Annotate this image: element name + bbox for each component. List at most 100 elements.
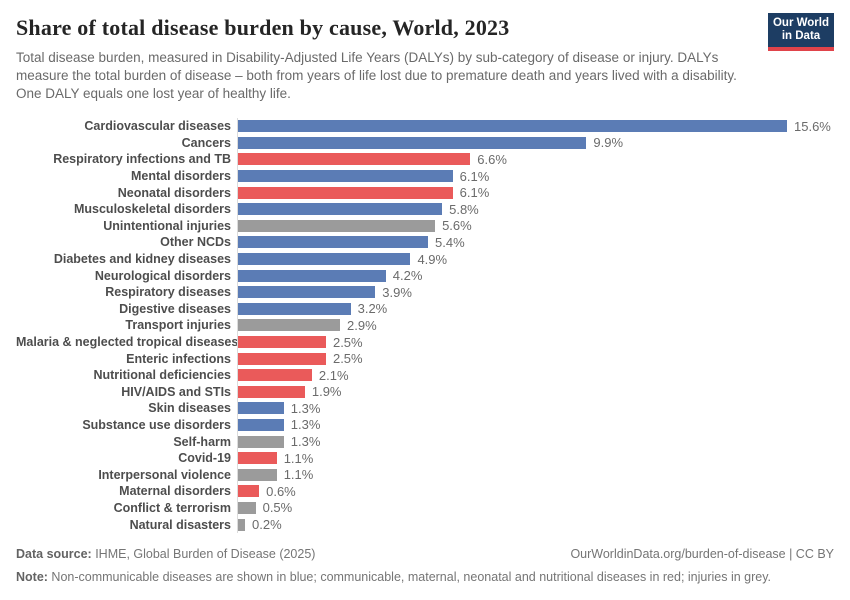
- value-label: 2.1%: [318, 367, 349, 383]
- category-label: Self-harm: [173, 434, 231, 449]
- bar-area: 0.5%: [237, 499, 834, 517]
- bar-area: 9.9%: [237, 134, 834, 152]
- value-label: 6.1%: [459, 185, 490, 201]
- bar[interactable]: [238, 286, 376, 299]
- bar-area: 2.5%: [237, 350, 834, 367]
- note-text: Non-communicable diseases are shown in b…: [47, 569, 772, 584]
- value-label: 5.6%: [442, 218, 472, 234]
- category-label: Respiratory infections and TB: [53, 152, 231, 167]
- bar[interactable]: [238, 435, 284, 448]
- bar-area: 3.2%: [237, 300, 834, 318]
- bar[interactable]: [238, 302, 351, 315]
- value-label: 15.6%: [794, 118, 831, 134]
- category-label: Respiratory diseases: [105, 285, 231, 300]
- value-label: 1.9%: [311, 384, 342, 400]
- bar[interactable]: [238, 219, 436, 232]
- bar[interactable]: [238, 452, 277, 465]
- bar[interactable]: [238, 385, 305, 398]
- chart-row: Neurological disorders 4.2%: [16, 267, 834, 284]
- bar[interactable]: [238, 468, 277, 481]
- bar[interactable]: [238, 352, 326, 365]
- value-label: 2.5%: [332, 351, 363, 367]
- chart-row: Respiratory infections and TB 6.6%: [16, 151, 834, 168]
- bar[interactable]: [238, 203, 443, 216]
- chart-row: Unintentional injuries 5.6%: [16, 217, 834, 235]
- owid-logo-line1: Our World: [772, 17, 829, 29]
- category-label: Covid-19: [178, 451, 231, 466]
- bar[interactable]: [238, 501, 256, 514]
- bar[interactable]: [238, 402, 284, 415]
- bar-chart: Cardiovascular diseases 15.6% Cancers 9.9% R…: [16, 118, 834, 533]
- bar-area: 5.4%: [237, 234, 834, 251]
- chart-row: Conflict & terrorism 0.5%: [16, 499, 834, 517]
- category-label: Neurological disorders: [94, 268, 231, 283]
- bar[interactable]: [238, 136, 587, 149]
- bar-area: 6.1%: [237, 184, 834, 201]
- value-label: 9.9%: [593, 135, 624, 151]
- bar-area: 5.8%: [237, 200, 834, 218]
- value-label: 4.9%: [417, 251, 448, 267]
- category-label: HIV/AIDS and STIs: [121, 384, 231, 399]
- bar-area: 4.2%: [237, 267, 834, 284]
- bar-area: 5.6%: [237, 217, 834, 235]
- chart-row: Mental disorders 6.1%: [16, 167, 834, 185]
- chart-row: Substance use disorders 1.3%: [16, 416, 834, 434]
- data-source-label: Data source:: [16, 546, 92, 561]
- bar[interactable]: [238, 170, 453, 183]
- attribution-link[interactable]: OurWorldinData.org/burden-of-disease | C…: [570, 546, 834, 561]
- bar-area: 6.6%: [237, 151, 834, 168]
- bar[interactable]: [238, 518, 246, 531]
- value-label: 1.3%: [290, 400, 321, 416]
- value-label: 5.4%: [435, 234, 465, 250]
- bar-area: 15.6%: [237, 118, 834, 135]
- bar-area: 4.9%: [237, 250, 834, 268]
- value-label: 0.6%: [266, 483, 296, 499]
- bar[interactable]: [238, 186, 453, 199]
- bar[interactable]: [238, 369, 312, 382]
- bar[interactable]: [238, 485, 260, 498]
- chart-row: Covid-19 1.1%: [16, 449, 834, 467]
- chart-row: Natural disasters 0.2%: [16, 516, 834, 533]
- bar[interactable]: [238, 253, 411, 266]
- bar-area: 2.1%: [237, 366, 834, 384]
- bar[interactable]: [238, 236, 429, 249]
- chart-row: Transport injuries 2.9%: [16, 317, 834, 334]
- chart-row: Other NCDs 5.4%: [16, 234, 834, 251]
- bar-area: 1.1%: [237, 449, 834, 467]
- owid-logo[interactable]: Our World in Data: [768, 13, 834, 51]
- chart-row: Enteric infections 2.5%: [16, 350, 834, 367]
- chart-row: Neonatal disorders 6.1%: [16, 184, 834, 201]
- value-label: 6.6%: [477, 151, 507, 167]
- category-label: Interpersonal violence: [98, 467, 231, 482]
- category-label: Other NCDs: [160, 235, 231, 250]
- chart-row: Cancers 9.9%: [16, 134, 834, 152]
- bar[interactable]: [238, 153, 471, 166]
- bar-area: 1.1%: [237, 466, 834, 484]
- category-label: Digestive diseases: [119, 301, 231, 316]
- chart-subtitle: Total disease burden, measured in Disabi…: [16, 50, 737, 101]
- category-label: Enteric infections: [126, 351, 231, 366]
- bar-area: 0.6%: [237, 483, 834, 500]
- bar-area: 6.1%: [237, 167, 834, 185]
- bar[interactable]: [238, 120, 787, 133]
- value-label: 5.8%: [449, 201, 479, 217]
- category-label: Transport injuries: [125, 318, 231, 333]
- bar[interactable]: [238, 418, 284, 431]
- bar-area: 1.9%: [237, 383, 834, 401]
- category-label: Nutritional deficiencies: [93, 368, 231, 383]
- bar[interactable]: [238, 336, 326, 349]
- category-label: Natural disasters: [129, 517, 231, 532]
- category-label: Malaria & neglected tropical diseases: [16, 335, 239, 350]
- chart-row: Cardiovascular diseases 15.6%: [16, 118, 834, 135]
- category-label: Musculoskeletal disorders: [73, 202, 231, 217]
- footer-note: Note: Non-communicable diseases are show…: [16, 569, 834, 586]
- bar[interactable]: [238, 319, 341, 332]
- value-label: 0.5%: [262, 500, 293, 516]
- bar-area: 1.3%: [237, 433, 834, 450]
- chart-row: Interpersonal violence 1.1%: [16, 466, 834, 484]
- chart-row: Nutritional deficiencies 2.1%: [16, 366, 834, 384]
- bar[interactable]: [238, 269, 386, 282]
- category-label: Substance use disorders: [82, 417, 231, 432]
- chart-row: Diabetes and kidney diseases 4.9%: [16, 250, 834, 268]
- value-label: 4.2%: [392, 268, 423, 284]
